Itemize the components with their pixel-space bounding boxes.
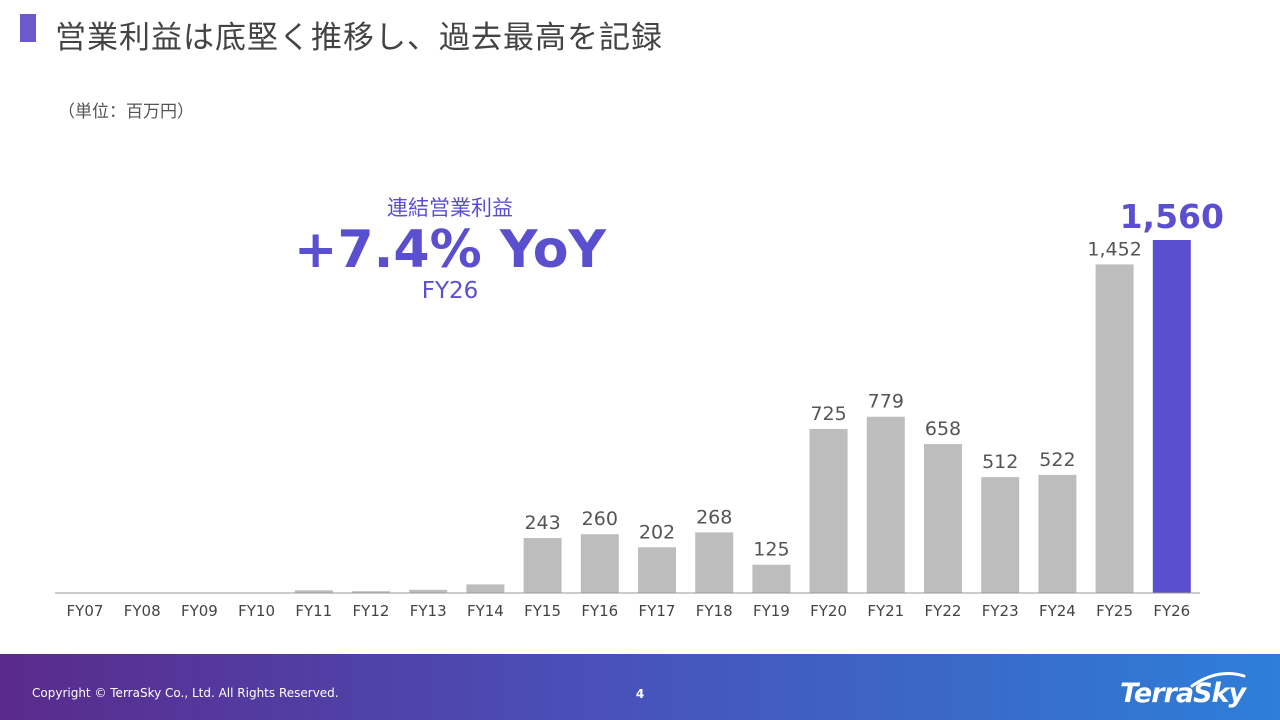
bar-fy22 — [924, 444, 962, 593]
x-tick-label-fy25: FY25 — [1096, 602, 1133, 620]
x-tick-label-fy14: FY14 — [467, 602, 504, 620]
bar-fy15 — [523, 538, 562, 593]
bar-fy16 — [580, 534, 619, 593]
page-number: 4 — [635, 687, 645, 701]
bar-fy17 — [638, 547, 676, 593]
data-label-fy16: 260 — [582, 508, 618, 530]
operating-profit-bar-chart: 243 260 202 268 125 725 779 658 512 522 1,4521,560… — [55, 197, 1224, 620]
slide-title: 営業利益は底堅く推移し、過去最高を記録 — [55, 20, 663, 56]
data-label-fy23: 512 — [982, 451, 1018, 473]
bar-fy11 — [294, 590, 333, 593]
callout-year: FY26 — [421, 278, 479, 304]
bar-fy19 — [752, 564, 791, 593]
data-label-fy22: 658 — [925, 418, 961, 440]
bar-fy21 — [866, 416, 905, 593]
x-tick-label-fy12: FY12 — [353, 602, 390, 620]
callout-label: 連結営業利益 — [387, 196, 513, 220]
data-label-fy26: 1,560 — [1120, 197, 1224, 236]
data-label-fy20: 725 — [810, 403, 846, 425]
title-marker — [20, 14, 36, 42]
terrasky-logo: TerraSky — [1118, 670, 1258, 714]
x-tick-label-fy07: FY07 — [67, 602, 104, 620]
x-tick-label-fy19: FY19 — [753, 602, 790, 620]
x-tick-label-fy08: FY08 — [124, 602, 161, 620]
logo-swoosh-icon — [1190, 672, 1246, 688]
data-label-fy15: 243 — [524, 512, 560, 534]
unit-label: （単位：百万円） — [58, 102, 194, 122]
chart-x-tick-labels: FY07 FY08 FY09 FY10 FY11 FY12 FY13 FY14 FY15 FY16… — [67, 602, 1191, 620]
x-tick-label-fy24: FY24 — [1039, 602, 1076, 620]
x-tick-label-fy16: FY16 — [581, 602, 618, 620]
x-tick-label-fy26: FY26 — [1153, 602, 1190, 620]
x-tick-label-fy17: FY17 — [639, 602, 676, 620]
bar-fy26 — [1152, 240, 1191, 593]
data-label-fy18: 268 — [696, 506, 732, 528]
x-tick-label-fy23: FY23 — [982, 602, 1019, 620]
x-tick-label-fy18: FY18 — [696, 602, 733, 620]
x-tick-label-fy09: FY09 — [181, 602, 218, 620]
x-tick-label-fy11: FY11 — [295, 602, 332, 620]
bar-fy13 — [409, 589, 448, 593]
bar-fy18 — [695, 532, 734, 593]
data-label-fy25: 1,452 — [1087, 238, 1141, 260]
footer: Copyright © TerraSky Co., Ltd. All Right… — [0, 654, 1280, 720]
x-tick-label-fy22: FY22 — [925, 602, 962, 620]
x-tick-label-fy13: FY13 — [410, 602, 447, 620]
bar-fy14 — [466, 584, 505, 593]
logo-text: TerraSky — [1120, 678, 1246, 709]
data-label-fy21: 779 — [868, 391, 904, 413]
bar-fy24 — [1038, 474, 1077, 593]
x-tick-label-fy15: FY15 — [524, 602, 561, 620]
callout-growth-value: +7.4% YoY — [293, 220, 607, 280]
bar-fy20 — [809, 428, 848, 593]
x-tick-label-fy20: FY20 — [810, 602, 847, 620]
copyright-text: Copyright © TerraSky Co., Ltd. All Right… — [32, 686, 339, 700]
bar-fy23 — [981, 477, 1020, 593]
bar-fy25 — [1095, 264, 1134, 593]
data-label-fy17: 202 — [639, 521, 675, 543]
x-tick-label-fy10: FY10 — [238, 602, 275, 620]
data-label-fy19: 125 — [753, 539, 789, 561]
data-label-fy24: 522 — [1039, 449, 1075, 471]
chart-bars — [294, 240, 1191, 593]
bar-fy12 — [352, 591, 390, 593]
x-tick-label-fy21: FY21 — [867, 602, 904, 620]
